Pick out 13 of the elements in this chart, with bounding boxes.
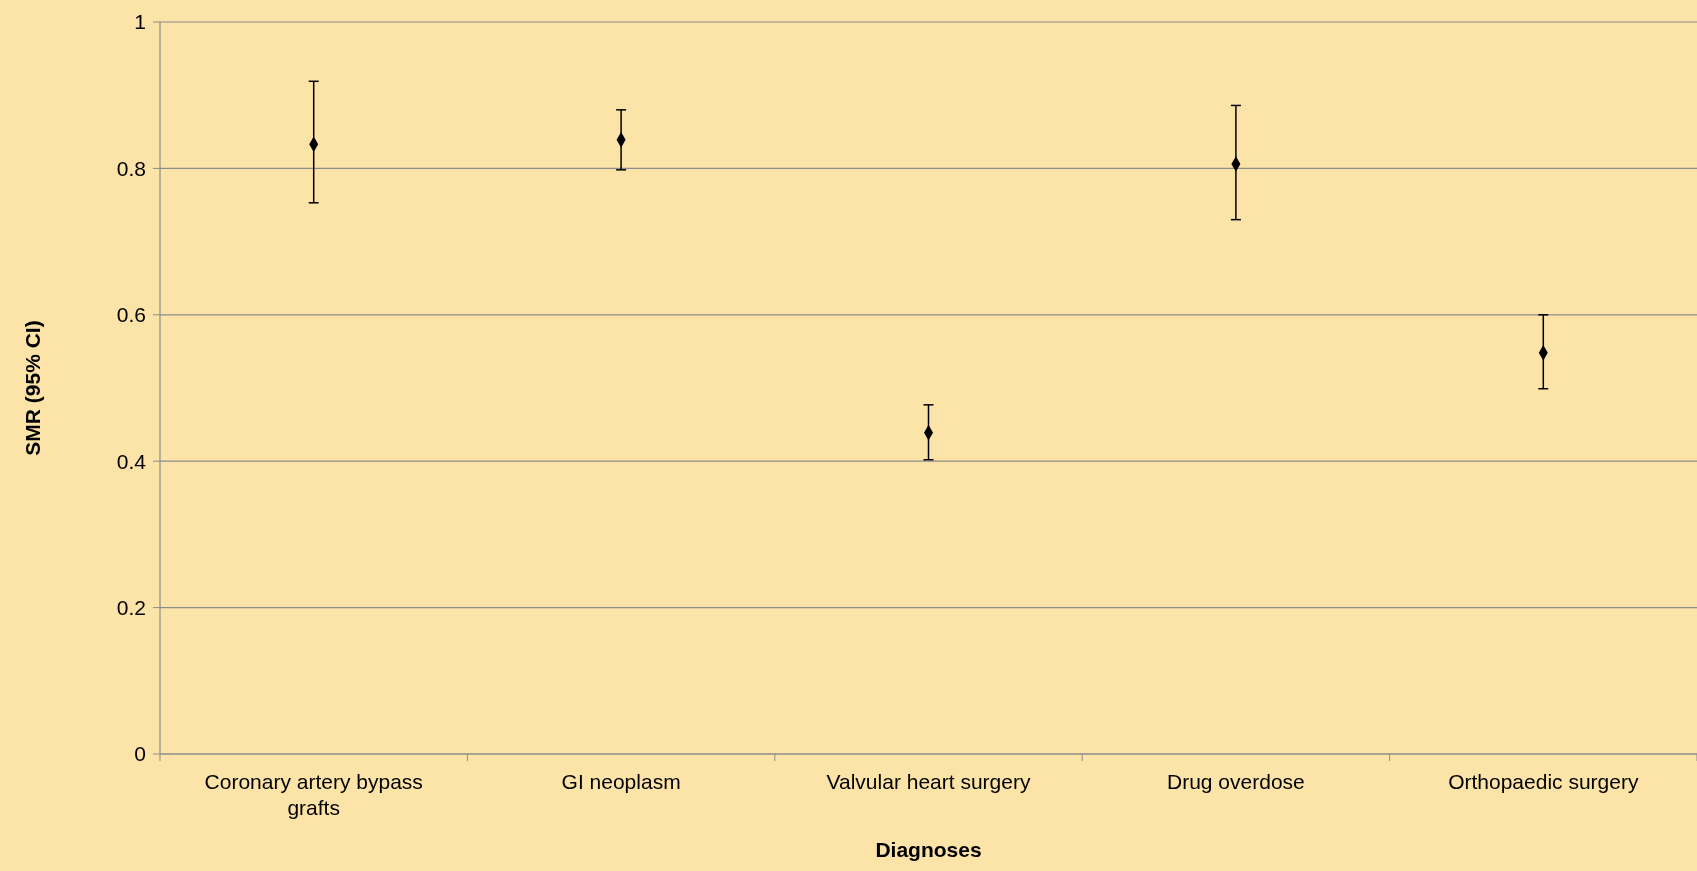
y-tick-label: 0.8 [116, 156, 146, 180]
y-tick-label: 0.2 [116, 595, 146, 619]
y-tick-label: 0 [134, 742, 146, 766]
x-tick-label: Valvular heart surgery [826, 770, 1031, 793]
x-tick-label: Drug overdose [1167, 770, 1305, 793]
y-tick-label: 0.4 [116, 449, 147, 473]
x-tick-label: Coronary artery bypass grafts [204, 770, 423, 819]
y-tick-label: 0.6 [116, 303, 146, 327]
x-tick-label: GI neoplasm [561, 770, 681, 793]
y-axis-title: SMR (95% CI) [21, 320, 44, 456]
y-tick-label: 1 [134, 10, 146, 34]
x-axis-title: Diagnoses [875, 838, 982, 861]
x-tick-label: Orthopaedic surgery [1448, 770, 1639, 793]
